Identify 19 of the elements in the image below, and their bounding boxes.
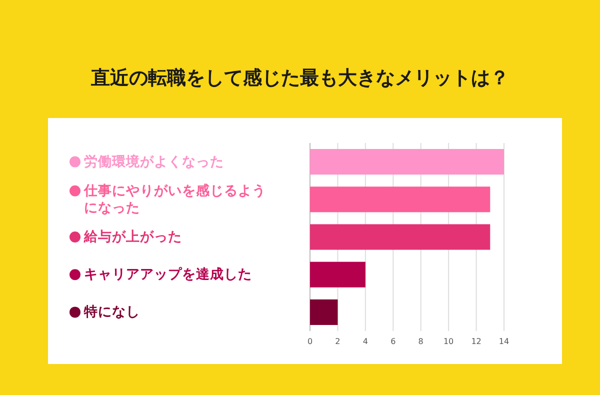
bar [310,186,490,212]
y-tick-label: 仕事にやりがいを感じるようになった [83,182,266,216]
x-tick-label: 14 [498,337,510,346]
x-tick-label: 10 [443,337,454,346]
x-tick-label: 12 [471,337,482,346]
bar [310,299,338,325]
bar [310,262,366,288]
bar [310,224,490,250]
chart-title: 直近の転職をして感じた最も大きなメリットは？ [90,67,509,89]
bar [310,149,504,175]
y-tick-label: 特になし [83,304,140,320]
x-tick-label: 4 [362,337,368,346]
x-tick-label: 2 [335,337,340,346]
y-tick-label: 労働環境がよくなった [84,152,224,170]
y-tick-label: 給与が上がった [83,228,182,245]
x-tick-label: 0 [307,337,313,346]
y-tick-label: キャリアアップを達成した [84,265,252,282]
x-tick-label: 8 [418,337,424,346]
x-tick-label: 6 [390,337,396,346]
